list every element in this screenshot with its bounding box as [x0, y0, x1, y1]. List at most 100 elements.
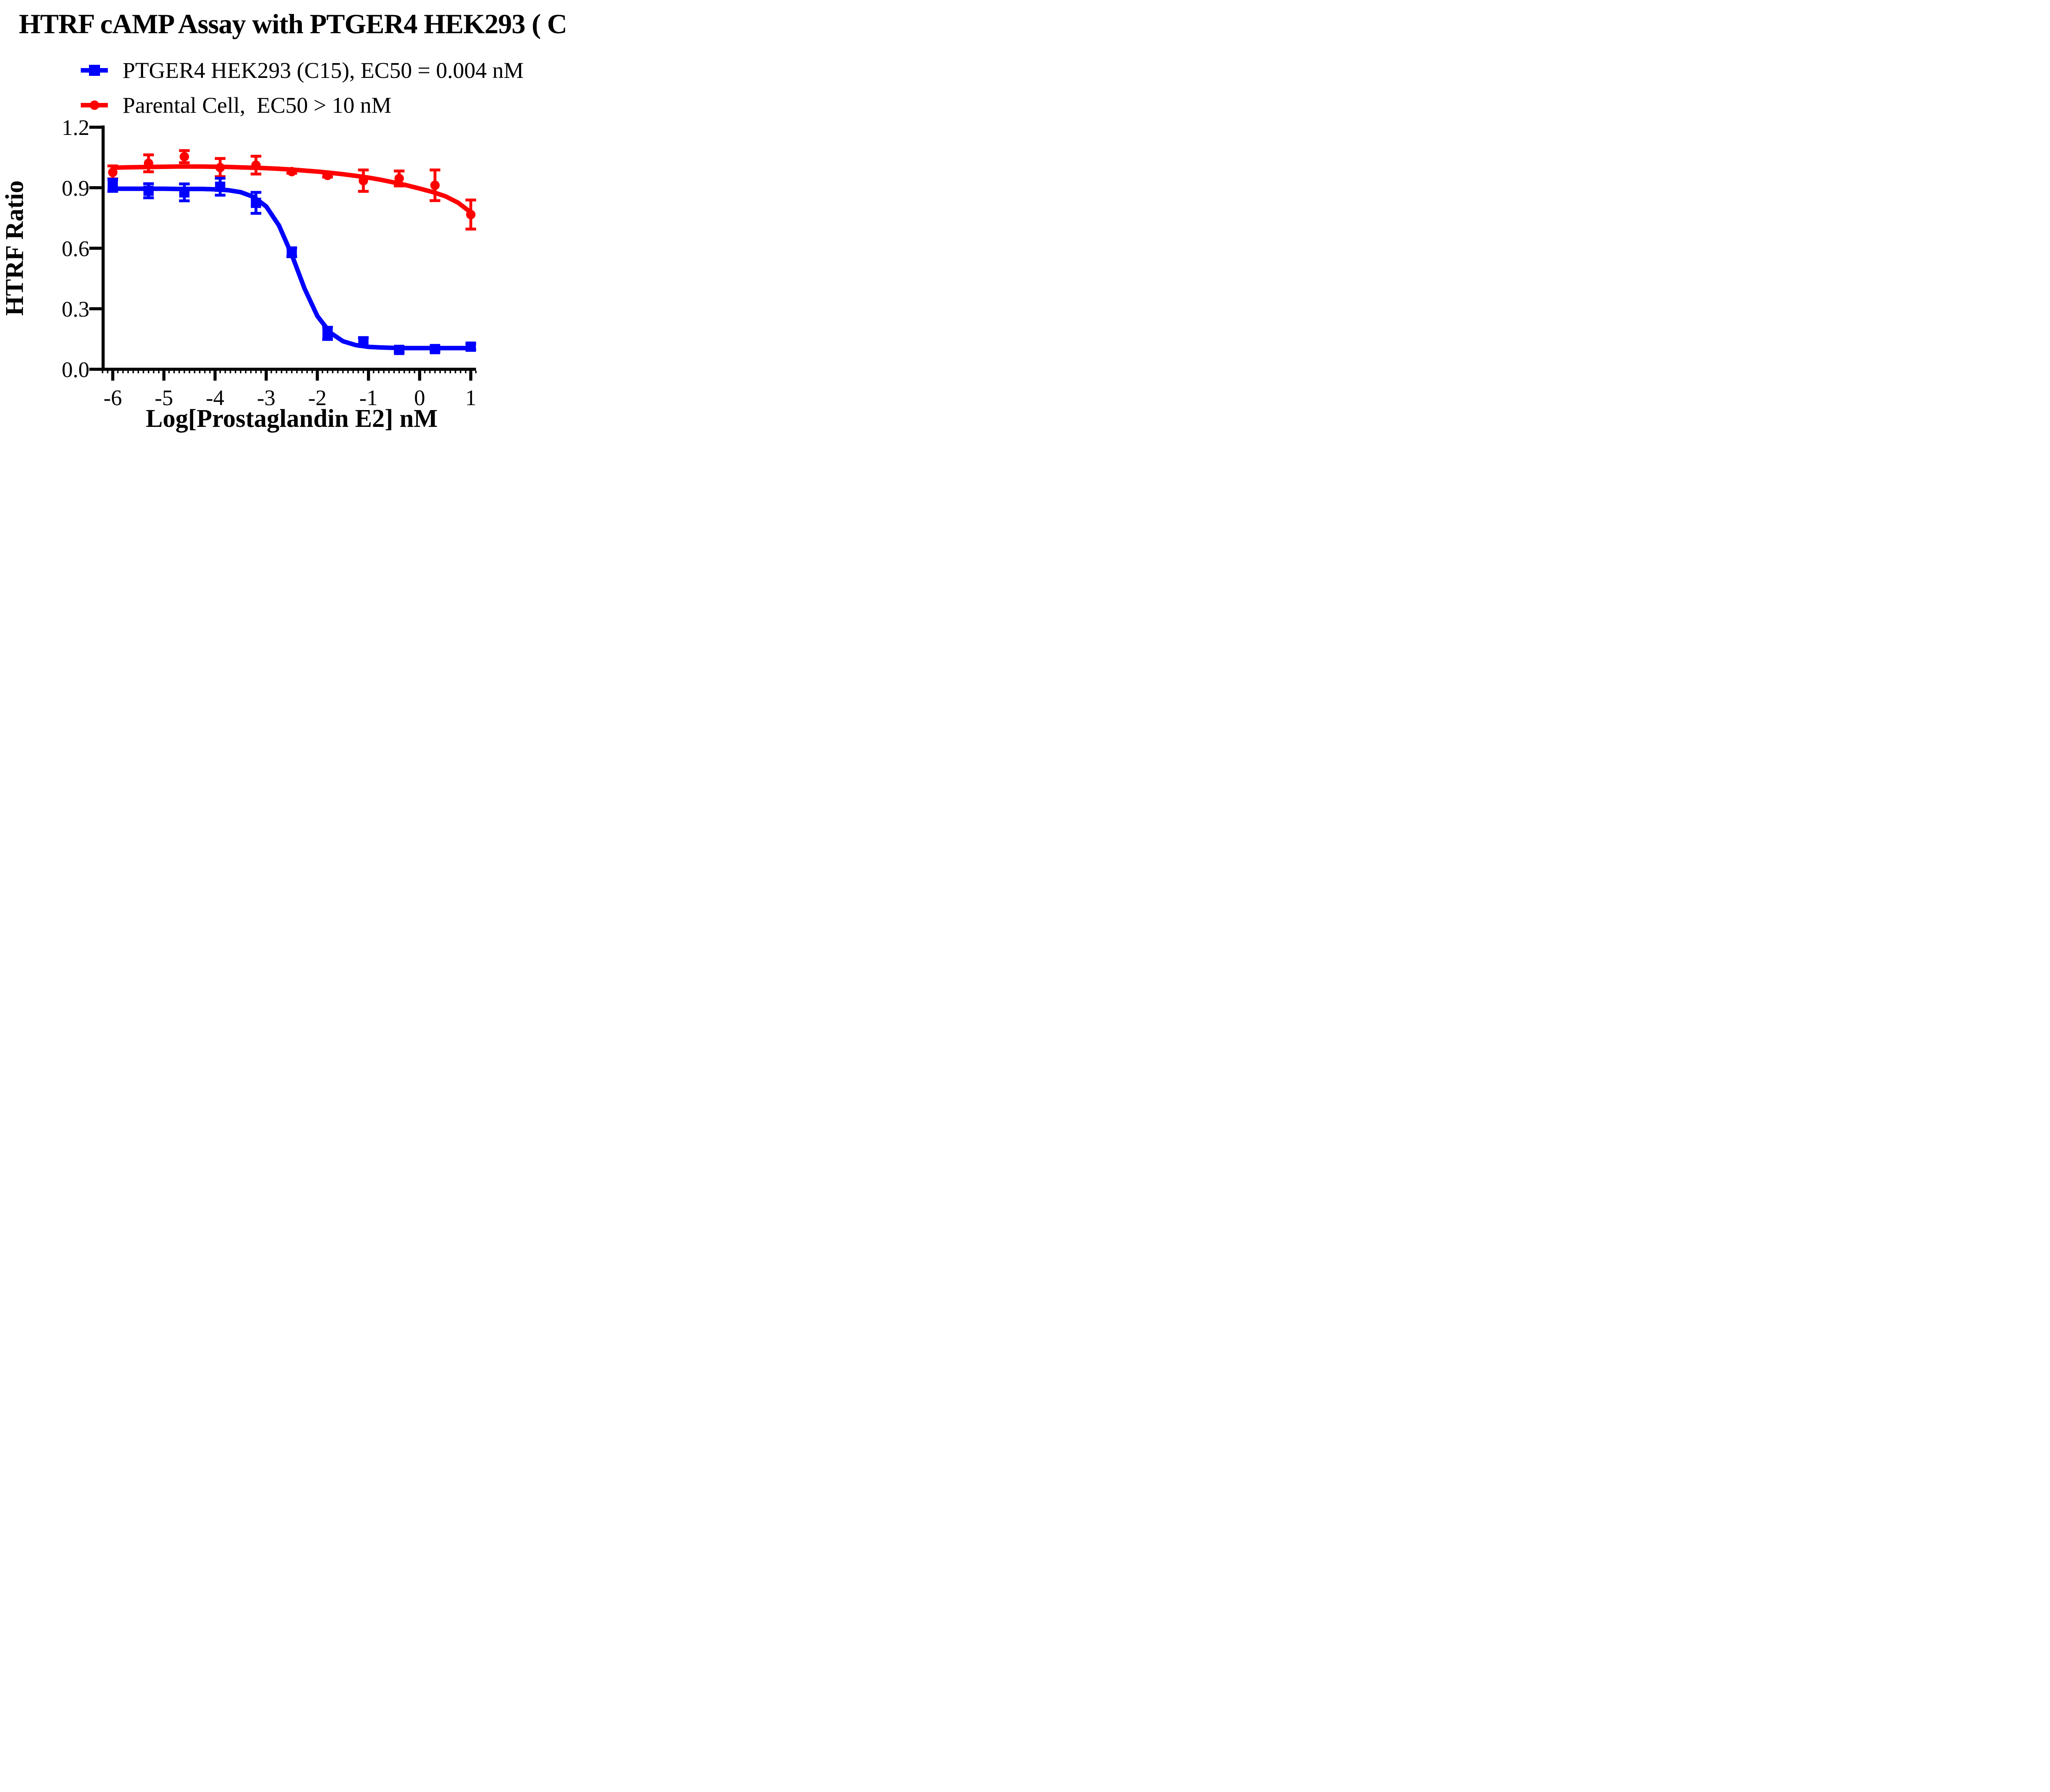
- y-tick-1.2: [89, 125, 102, 129]
- y-axis-line: [101, 125, 105, 371]
- x-minor-tick: [362, 371, 364, 374]
- chart-plot-area: 1.2 0.9 0.6 0.3 0.0 -6 -5 -4 -3 -2 -1 0 1: [62, 115, 477, 410]
- x-minor-tick: [455, 371, 456, 374]
- x-minor-tick: [332, 371, 334, 374]
- x-minor-tick: [260, 371, 262, 374]
- series-0-square-marker-9: [430, 344, 440, 354]
- x-minor-tick: [439, 371, 441, 374]
- x-minor-tick: [224, 371, 226, 374]
- x-minor-tick: [393, 371, 395, 374]
- x-minor-tick: [270, 371, 272, 374]
- x-minor-tick: [373, 371, 374, 374]
- x-minor-tick: [378, 371, 380, 374]
- y-tick-label-1.2: 1.2: [62, 115, 90, 140]
- series-0-square-marker-6: [322, 328, 333, 339]
- series-1-circle-marker-3: [215, 163, 225, 173]
- y-tick-label-0.6: 0.6: [62, 236, 90, 261]
- legend-marker-parental: [81, 100, 108, 111]
- x-tick-label-1: 1: [465, 385, 476, 410]
- x-minor-tick: [449, 371, 451, 374]
- x-minor-tick: [311, 371, 313, 374]
- x-minor-tick: [280, 371, 282, 374]
- x-minor-tick: [194, 371, 196, 374]
- x-minor-tick: [276, 371, 277, 374]
- series-1-circle-marker-0: [108, 167, 118, 177]
- x-minor-tick: [250, 371, 252, 374]
- series-1-circle-marker-7: [358, 176, 368, 186]
- x-minor-tick: [301, 371, 303, 374]
- x-axis-title: Log[Prostaglandin E2] nM: [146, 405, 438, 433]
- x-minor-tick: [122, 371, 124, 374]
- square-marker-icon: [89, 64, 100, 76]
- series-0-square-marker-7: [358, 337, 369, 347]
- series-0-fit-curve: [110, 186, 473, 351]
- x-minor-tick: [475, 371, 477, 374]
- x-minor-tick: [460, 371, 462, 374]
- x-minor-tick: [189, 371, 190, 374]
- x-minor-tick: [209, 371, 211, 374]
- x-minor-tick: [245, 371, 247, 374]
- x-minor-tick: [158, 371, 160, 374]
- x-minor-tick: [235, 371, 237, 374]
- x-tick-label--4: -4: [206, 385, 224, 410]
- x-minor-tick: [327, 371, 328, 374]
- x-minor-tick: [434, 371, 436, 374]
- series-0-square-marker-8: [394, 344, 405, 355]
- x-minor-tick: [168, 371, 170, 374]
- x-minor-tick: [347, 371, 349, 374]
- x-minor-tick: [219, 371, 221, 374]
- x-minor-tick: [286, 371, 287, 374]
- x-minor-tick: [153, 371, 155, 374]
- x-minor-tick: [383, 371, 385, 374]
- x-minor-tick: [240, 371, 241, 374]
- x-minor-tick: [199, 371, 200, 374]
- x-minor-tick: [388, 371, 390, 374]
- x-tick--5: [162, 371, 166, 381]
- y-tick-label-0.0: 0.0: [62, 358, 90, 382]
- series-0-square-marker-0: [107, 180, 118, 191]
- series-1-circle-marker-6: [323, 171, 333, 180]
- x-tick-0: [418, 371, 421, 381]
- x-minor-tick: [414, 371, 415, 374]
- x-minor-tick: [337, 371, 339, 374]
- x-tick-1: [469, 371, 472, 381]
- legend-item-parental: Parental Cell, EC50 > 10 nM: [81, 91, 392, 119]
- x-tick-label--1: -1: [359, 385, 378, 410]
- figure: HTRF cAMP Assay with PTGER4 HEK293 ( C15…: [0, 0, 569, 448]
- x-tick--6: [111, 371, 114, 381]
- y-tick-0.0: [89, 367, 102, 371]
- chart-title: HTRF cAMP Assay with PTGER4 HEK293 ( C15…: [19, 8, 569, 39]
- x-minor-tick: [358, 371, 359, 374]
- legend-marker-ptger4: [81, 64, 108, 76]
- x-minor-tick: [306, 371, 308, 374]
- legend-label-parental: Parental Cell, EC50 > 10 nM: [123, 92, 392, 118]
- x-minor-tick: [398, 371, 400, 374]
- x-tick-label--2: -2: [308, 385, 327, 410]
- x-minor-tick: [403, 371, 405, 374]
- y-tick-label-0.3: 0.3: [62, 297, 90, 321]
- x-minor-tick: [204, 371, 206, 374]
- series-1-circle-marker-10: [466, 210, 476, 219]
- series-1-circle-marker-9: [430, 180, 440, 190]
- x-minor-tick: [230, 371, 231, 374]
- series-1-circle-marker-2: [180, 152, 189, 162]
- legend-label-ptger4: PTGER4 HEK293 (C15), EC50 = 0.004 nM: [123, 57, 524, 83]
- x-minor-tick: [143, 371, 144, 374]
- series-1-circle-marker-5: [287, 166, 297, 176]
- x-minor-tick: [148, 371, 150, 374]
- x-minor-tick: [408, 371, 410, 374]
- x-minor-tick: [321, 371, 323, 374]
- series-0-square-marker-10: [465, 341, 476, 352]
- series-1-circle-marker-4: [251, 160, 261, 170]
- x-tick-label--5: -5: [155, 385, 173, 410]
- x-minor-tick: [342, 371, 344, 374]
- y-tick-0.3: [89, 307, 102, 310]
- series-1-circle-marker-1: [144, 158, 153, 168]
- series-0-square-marker-2: [179, 187, 190, 198]
- x-minor-tick: [183, 371, 185, 374]
- x-tick--2: [316, 371, 319, 381]
- y-tick-0.9: [89, 186, 102, 189]
- x-minor-tick: [132, 371, 134, 374]
- x-minor-tick: [107, 371, 109, 374]
- x-minor-tick: [444, 371, 446, 374]
